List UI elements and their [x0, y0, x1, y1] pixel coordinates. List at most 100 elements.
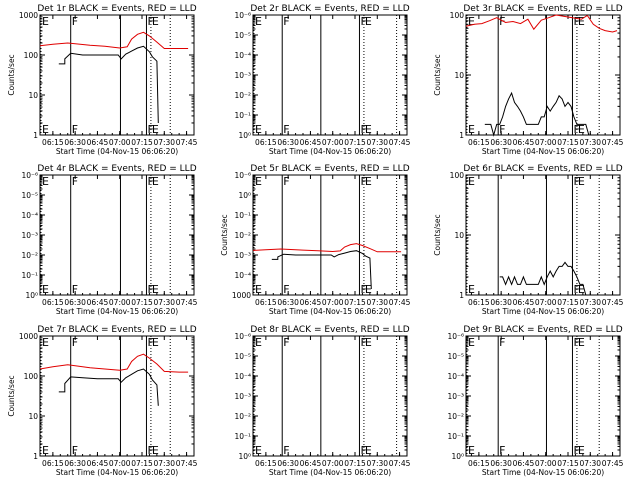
x-tick-label: 07:30 [153, 138, 175, 147]
y-tick-label: 10⁻⁶ [234, 171, 251, 180]
y-tick-label: 10⁻⁴ [21, 211, 38, 220]
x-tick-label: 06:15 [468, 138, 490, 147]
x-tick-label: 06:30 [277, 298, 299, 307]
y-tick-label: 100 [450, 171, 465, 180]
x-tick-label: 06:45 [513, 138, 535, 147]
marker-label-top: F [283, 175, 289, 188]
y-tick-label: 10⁻⁴ [447, 372, 464, 381]
plot-frame [252, 14, 408, 136]
x-tick-label: 06:15 [468, 298, 490, 307]
marker-label-top: E [152, 175, 159, 188]
series-line-events [58, 45, 159, 124]
x-axis-label: Start Time (04-Nov-15 06:06:20) [56, 468, 178, 477]
marker-label-bottom: E [365, 283, 372, 296]
x-tick-label: 07:15 [344, 298, 366, 307]
marker-label-top: E [468, 336, 475, 349]
y-tick-label: 10⁰ [238, 452, 251, 461]
x-tick-label: 06:30 [490, 298, 512, 307]
marker-label-top: F [283, 15, 289, 28]
y-tick-label: 10⁻⁵ [234, 31, 251, 40]
y-tick-label: 1 [33, 131, 38, 140]
x-tick-label: 07:45 [389, 459, 411, 468]
x-tick-label: 07:30 [579, 138, 601, 147]
chart-title: Det 2r BLACK = Events, RED = LLD [250, 4, 409, 14]
y-tick-label: 10 [28, 91, 38, 100]
series-line-lld [39, 353, 189, 373]
x-tick-label: 06:45 [300, 459, 322, 468]
x-tick-label: 06:15 [468, 459, 490, 468]
y-tick-label: 10⁰ [238, 131, 251, 140]
x-tick-label: 07:15 [557, 138, 579, 147]
y-tick-label: 10⁻¹ [21, 271, 38, 280]
x-tick-label: 07:45 [176, 459, 198, 468]
y-tick-label: 10⁻⁶ [234, 332, 251, 341]
x-axis-label: Start Time (04-Nov-15 06:06:20) [269, 147, 391, 156]
marker-label-bottom: E [468, 283, 475, 296]
marker-label-bottom: F [72, 123, 78, 136]
y-axis-label: Counts/sec [433, 54, 442, 95]
x-tick-label: 07:00 [322, 298, 344, 307]
y-tick-label: 1000 [19, 332, 38, 341]
chart-title: Det 7r BLACK = Events, RED = LLD [37, 325, 196, 335]
y-tick-label: 10⁻² [447, 412, 464, 421]
x-tick-label: 07:30 [366, 459, 388, 468]
marker-label-top: E [578, 15, 585, 28]
x-tick-label: 07:00 [109, 298, 131, 307]
marker-label-bottom: E [578, 123, 585, 136]
marker-label-top: E [578, 336, 585, 349]
marker-label-bottom: E [42, 283, 49, 296]
plot-frame [465, 335, 621, 457]
marker-label-bottom: F [72, 283, 78, 296]
marker-label-bottom: F [283, 123, 289, 136]
marker-label-top: E [365, 336, 372, 349]
y-tick-label: 1000 [232, 291, 251, 300]
y-tick-label: 10⁻⁶ [447, 332, 464, 341]
x-tick-label: 06:45 [513, 298, 535, 307]
y-tick-label: 10⁰ [25, 291, 38, 300]
x-tick-label: 06:15 [42, 138, 64, 147]
series-line-events [58, 368, 159, 406]
series-line-lld [39, 31, 189, 49]
chart-title: Det 5r BLACK = Events, RED = LLD [250, 164, 409, 174]
marker-label-top: E [152, 15, 159, 28]
y-tick-label: 10 [28, 412, 38, 421]
marker-label-top: E [255, 175, 262, 188]
chart-title: Det 6r BLACK = Events, RED = LLD [463, 164, 622, 174]
y-tick-label: 10⁰ [451, 452, 464, 461]
x-tick-label: 07:00 [322, 138, 344, 147]
x-axis-label: Start Time (04-Nov-15 06:06:20) [269, 468, 391, 477]
series-line-events [499, 261, 587, 296]
x-tick-label: 07:00 [535, 298, 557, 307]
x-axis-label: Start Time (04-Nov-15 06:06:20) [56, 307, 178, 316]
marker-label-top: E [42, 15, 49, 28]
y-tick-label: 10⁻⁴ [234, 271, 251, 280]
x-tick-label: 07:00 [109, 138, 131, 147]
y-tick-label: 10⁻³ [234, 392, 251, 401]
plot-frame [39, 335, 195, 457]
x-tick-label: 07:15 [557, 298, 579, 307]
x-axis-label: Start Time (04-Nov-15 06:06:20) [269, 307, 391, 316]
y-tick-label: 10⁻¹ [234, 111, 251, 120]
x-axis-label: Start Time (04-Nov-15 06:06:20) [482, 147, 604, 156]
marker-label-top: E [468, 175, 475, 188]
marker-label-bottom: E [578, 444, 585, 457]
y-tick-label: 10⁻³ [21, 231, 38, 240]
marker-label-top: F [499, 15, 505, 28]
y-tick-label: 1 [459, 291, 464, 300]
plot-frame [252, 174, 408, 296]
x-tick-label: 07:30 [153, 459, 175, 468]
x-tick-label: 07:15 [344, 459, 366, 468]
y-tick-label: 100 [24, 51, 39, 60]
marker-label-bottom: E [255, 283, 262, 296]
x-tick-label: 07:30 [366, 138, 388, 147]
x-tick-label: 07:15 [557, 459, 579, 468]
y-tick-label: 10⁻¹ [234, 211, 251, 220]
x-tick-label: 07:45 [389, 298, 411, 307]
x-tick-label: 06:30 [64, 459, 86, 468]
x-axis-label: Start Time (04-Nov-15 06:06:20) [56, 147, 178, 156]
x-tick-label: 06:15 [255, 298, 277, 307]
